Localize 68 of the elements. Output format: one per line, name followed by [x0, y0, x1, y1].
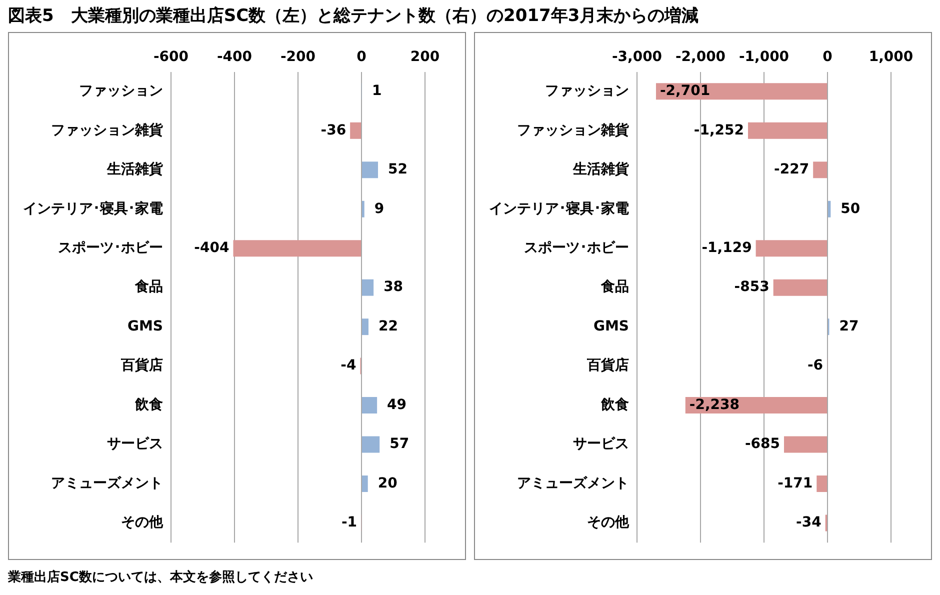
y-tick-label: その他 — [587, 514, 630, 531]
data-label: -2,238 — [689, 396, 740, 413]
y-tick-label: インテリア･寝具･家電 — [489, 200, 629, 217]
data-label: -4 — [340, 358, 356, 374]
y-tick-label: 食品 — [600, 279, 629, 296]
x-tick-label: 200 — [410, 49, 440, 66]
y-tick-label: アミューズメント — [51, 475, 163, 492]
bar — [362, 162, 378, 178]
y-tick-label: 飲食 — [600, 396, 629, 413]
y-tick-label: スポーツ･ホビー — [58, 240, 163, 256]
data-label: -404 — [194, 240, 230, 256]
x-tick-label: -3,000 — [612, 49, 662, 66]
data-label: -685 — [744, 436, 780, 452]
y-tick-label: 百貨店 — [120, 356, 163, 374]
bar — [362, 436, 380, 453]
y-tick-label: サービス — [573, 436, 629, 452]
data-label: -34 — [796, 514, 822, 531]
data-label: 9 — [374, 200, 384, 217]
bar — [362, 397, 378, 414]
data-label: 52 — [388, 162, 408, 178]
data-label: -227 — [774, 162, 810, 178]
y-tick-label: ファッション — [79, 83, 163, 100]
y-tick-label: 生活雑貨 — [106, 162, 163, 178]
data-label: -171 — [778, 475, 813, 492]
x-tick-label: -400 — [216, 49, 252, 66]
x-tick-label: -600 — [153, 49, 189, 66]
data-label: 50 — [840, 200, 860, 217]
bar — [362, 318, 368, 336]
bar — [362, 279, 374, 296]
data-label: 27 — [839, 318, 859, 334]
data-label: -2,701 — [660, 83, 710, 100]
y-tick-label: 飲食 — [134, 396, 163, 413]
x-tick-label: 0 — [822, 49, 833, 66]
x-tick-label: -200 — [280, 49, 316, 66]
x-tick-label: -1,000 — [738, 49, 790, 66]
y-tick-label: 生活雑貨 — [572, 162, 629, 178]
y-tick-label: GMS — [127, 318, 163, 334]
data-label: -36 — [320, 122, 346, 138]
text: 業種出店SC数については、本文を参照してください — [8, 568, 313, 586]
y-tick-label: GMS — [593, 318, 629, 334]
y-tick-label: インテリア･寝具･家電 — [23, 200, 163, 217]
data-label: 57 — [390, 436, 410, 452]
y-tick-label: サービス — [107, 436, 163, 452]
y-tick-label: スポーツ･ホビー — [524, 240, 629, 256]
data-label: 1 — [372, 83, 382, 100]
data-label: 38 — [384, 279, 404, 296]
data-label: 49 — [387, 396, 407, 413]
x-tick-label: 0 — [356, 49, 367, 66]
data-label: -6 — [807, 358, 823, 374]
bar — [350, 122, 361, 139]
bar — [233, 240, 361, 257]
data-label: -1 — [341, 514, 357, 531]
y-tick-label: 食品 — [134, 279, 163, 296]
y-tick-label: ファッション雑貨 — [517, 122, 629, 138]
x-tick-label: 1,000 — [868, 49, 914, 66]
x-tick-label: -2,000 — [675, 49, 726, 66]
y-tick-label: アミューズメント — [517, 475, 629, 492]
data-label: -1,129 — [702, 240, 752, 256]
data-label: 20 — [378, 475, 398, 492]
data-label: -853 — [734, 279, 770, 296]
y-tick-label: その他 — [121, 514, 164, 531]
y-tick-label: ファッション — [545, 83, 629, 100]
y-tick-label: ファッション雑貨 — [51, 122, 163, 138]
bar — [362, 476, 368, 492]
data-label: 22 — [378, 318, 398, 334]
chart-title: 図表5 大業種別の業種出店SC数（左）と総テナント数（右）の2017年3月末からの増減 — [8, 5, 699, 27]
y-tick-label: 百貨店 — [586, 356, 629, 374]
data-label: -1,252 — [694, 122, 744, 138]
